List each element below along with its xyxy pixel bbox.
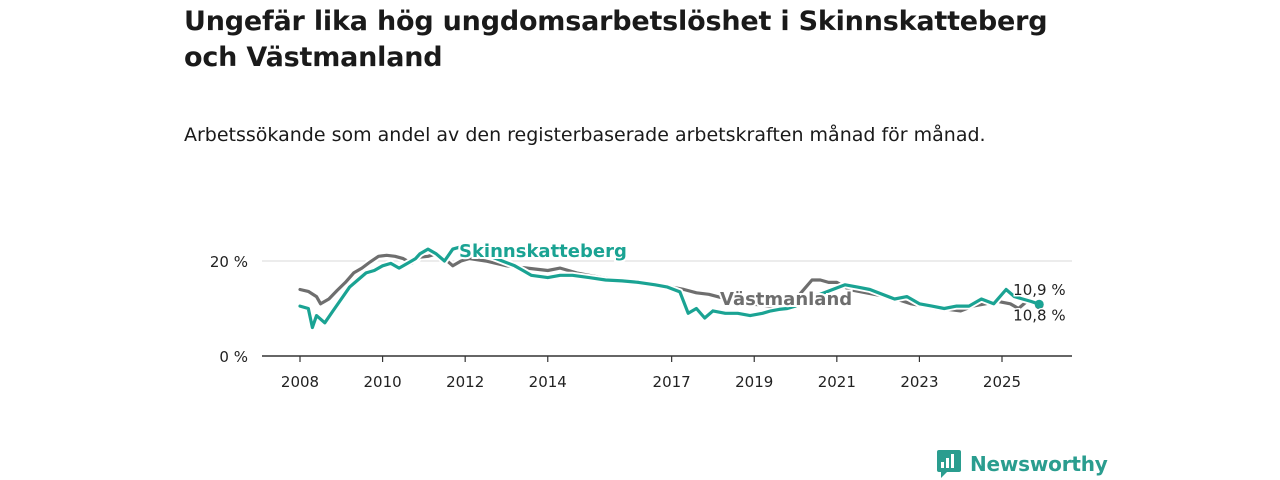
x-tick-label: 2010 xyxy=(363,373,401,391)
series-name-label: Västmanland xyxy=(720,289,852,310)
y-tick-label: 0 % xyxy=(219,348,248,366)
brand-name: Newsworthy xyxy=(970,452,1108,476)
label-layer: 0 % 20 % 2008 2010 2012 2014 2017 2019 2021 2023 2… xyxy=(210,239,1067,391)
page-subtitle: Arbetssökande som andel av den registerb… xyxy=(184,124,986,146)
page-title: Ungefär lika hög ungdomsarbetslöshet i S… xyxy=(184,6,1048,73)
x-tick-label: 2012 xyxy=(446,373,484,391)
x-tick-label: 2019 xyxy=(735,373,773,391)
x-tick-label: 2017 xyxy=(653,373,691,391)
y-tick-label: 20 % xyxy=(210,253,248,271)
series-end-point xyxy=(1034,299,1044,309)
series-end-label: 10,9 % xyxy=(1013,281,1065,299)
series-name-label: Skinnskatteberg xyxy=(459,241,627,262)
brand: Newsworthy xyxy=(936,448,1108,480)
x-tick-label: 2021 xyxy=(818,373,856,391)
series-line-skinnskatteberg xyxy=(298,245,1041,330)
series-end-label: 10,8 % xyxy=(1013,307,1065,325)
x-tick-label: 2014 xyxy=(529,373,567,391)
x-tick-label: 2023 xyxy=(900,373,938,391)
grid-layer xyxy=(262,260,1072,362)
newsworthy-logo-icon xyxy=(937,450,961,478)
x-tick-label: 2008 xyxy=(281,373,319,391)
series-layer xyxy=(296,243,1044,331)
x-tick-label: 2025 xyxy=(983,373,1021,391)
